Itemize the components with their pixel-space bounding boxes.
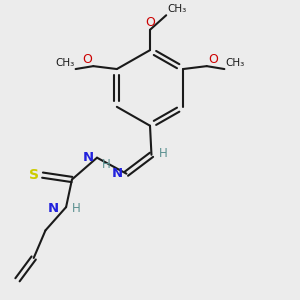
Text: CH₃: CH₃ bbox=[226, 58, 245, 68]
Text: N: N bbox=[82, 151, 94, 164]
Text: N: N bbox=[48, 202, 59, 215]
Text: O: O bbox=[82, 52, 92, 65]
Text: S: S bbox=[29, 168, 39, 182]
Text: CH₃: CH₃ bbox=[55, 58, 74, 68]
Text: H: H bbox=[159, 147, 168, 160]
Text: O: O bbox=[208, 52, 218, 65]
Text: CH₃: CH₃ bbox=[168, 4, 187, 14]
Text: O: O bbox=[145, 16, 155, 29]
Text: H: H bbox=[71, 202, 80, 215]
Text: N: N bbox=[112, 167, 123, 180]
Text: H: H bbox=[101, 158, 110, 172]
